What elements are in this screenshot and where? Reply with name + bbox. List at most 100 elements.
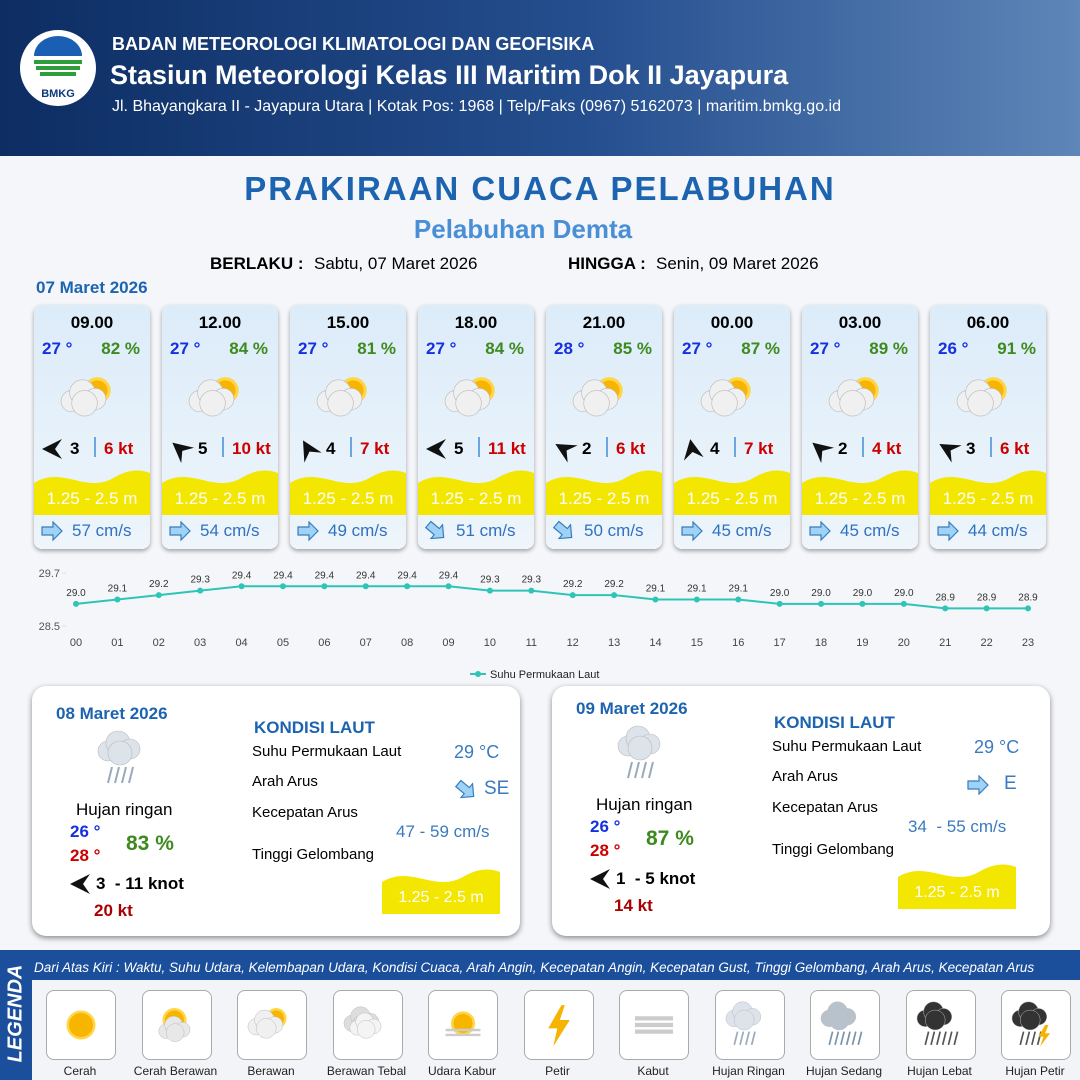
arrow-head: [172, 442, 195, 464]
weather-icon: [820, 1001, 863, 1046]
forecast-card: 15.00 27 ° 81 % 4 7 kt 1.25 - 2.5 m 49 cm/s: [290, 305, 406, 549]
wind-range: 3 - 11 knot: [96, 874, 184, 893]
gust: 20 kt: [94, 901, 133, 920]
humidity: 85 %: [613, 339, 652, 358]
rain: [750, 1031, 756, 1046]
x-tick-label: 17: [774, 637, 786, 649]
rain: [1025, 1031, 1031, 1046]
air-temp: 27 °: [426, 339, 457, 358]
wave: [418, 470, 534, 515]
gust: 7 kt: [360, 439, 390, 458]
wind-arrow: [812, 442, 835, 464]
wave-shape: [546, 470, 662, 515]
air-temp: 27 °: [170, 339, 201, 358]
wave: [802, 470, 918, 515]
weather-icon: [66, 1010, 96, 1040]
separator: [606, 437, 608, 457]
current-speed: 50 cm/s: [584, 521, 644, 540]
rain: [732, 1031, 738, 1046]
weather-icon: [445, 1011, 481, 1037]
wind-speed: 4: [326, 439, 336, 458]
gust: 6 kt: [616, 439, 646, 458]
wind-arrow: [590, 869, 610, 889]
wave: [674, 470, 790, 515]
separator: [222, 437, 224, 457]
humidity: 87 %: [646, 827, 694, 850]
legend-icon-box: [428, 990, 498, 1060]
condition: Hujan ringan: [76, 800, 173, 819]
wave-label: Tinggi Gelombang: [772, 841, 895, 858]
cloud-part: [71, 390, 98, 417]
x-tick-label: 14: [649, 637, 661, 649]
wind-arrow: [426, 439, 446, 459]
sst-point: [445, 583, 452, 590]
agency: BADAN METEOROLOGI KLIMATOLOGI DAN GEOFIS…: [112, 34, 595, 54]
weather-icon: [916, 1001, 958, 1046]
rain: [952, 1031, 958, 1046]
rain: [857, 1031, 863, 1046]
legend-label: Cerah Berawan: [133, 1064, 218, 1078]
legend-label: Hujan Petir: [1005, 1064, 1065, 1078]
wave-shape: [930, 470, 1046, 515]
cloud-part: [583, 390, 610, 417]
rain: [828, 1031, 834, 1046]
dir-label: Arah Arus: [252, 773, 318, 790]
cloud-part: [711, 390, 738, 417]
current-dir: E: [1004, 773, 1017, 794]
sst-value-label: 29.0: [853, 588, 873, 599]
sst-value-label: 29.4: [439, 570, 459, 581]
sst-point: [197, 587, 204, 594]
humidity: 89 %: [869, 339, 908, 358]
cloud-part: [1020, 1009, 1041, 1031]
current-arrow: [41, 521, 63, 541]
y-tick-label: 29.7: [39, 568, 60, 580]
sst-value-label: 29.3: [190, 575, 210, 586]
arrow-head: [590, 869, 610, 889]
sst-point: [569, 592, 576, 599]
station: Stasiun Meteorologi Kelas III Maritim Do…: [110, 60, 789, 90]
humidity: 82 %: [101, 339, 140, 358]
x-tick-label: 08: [401, 637, 413, 649]
legend-icon-box: [141, 990, 212, 1060]
sst-value-label: 29.4: [232, 570, 252, 581]
sst-value-label: 29.0: [811, 588, 831, 599]
bolt: [1038, 1025, 1051, 1047]
gust: 11 kt: [488, 439, 526, 458]
x-tick-label: 10: [484, 637, 496, 649]
rain: [627, 761, 633, 779]
arrow-head: [555, 444, 578, 463]
current-shape: [297, 521, 319, 541]
valid-from-label: BERLAKU :: [210, 254, 304, 273]
x-tick-label: 09: [442, 637, 454, 649]
wind-arrow: [939, 444, 962, 463]
current-speed: 49 cm/s: [328, 521, 388, 540]
sst-point: [155, 592, 162, 599]
speed-label: Kecepatan Arus: [252, 804, 358, 821]
slot-time: 15.00: [326, 313, 370, 332]
logo-text: BMKG: [41, 88, 75, 100]
gust: 10 kt: [232, 439, 271, 458]
weather-icon: [547, 1005, 570, 1047]
legend-icon-box: [905, 990, 976, 1060]
x-tick-label: 07: [360, 637, 372, 649]
x-tick-label: 03: [194, 637, 206, 649]
sst: 29 °C: [974, 737, 1020, 757]
cloud-part: [455, 390, 482, 417]
gust: 7 kt: [744, 439, 774, 458]
legend-marker: [475, 671, 481, 677]
sst-point: [114, 596, 121, 603]
wave: [898, 864, 1016, 909]
legend-icon-box: [46, 990, 116, 1060]
x-tick-label: 16: [732, 637, 744, 649]
wind-arrow: [42, 439, 62, 459]
legend-label: Hujan Ringan: [712, 1064, 785, 1078]
sst-point: [362, 583, 369, 590]
cloud-part: [627, 735, 653, 761]
sst-point: [73, 600, 79, 607]
sst-value-label: 28.9: [1018, 592, 1038, 603]
condition: Hujan ringan: [596, 795, 693, 814]
temp-max: 28 °: [590, 841, 621, 860]
sst-point: [900, 600, 907, 607]
humidity: 83 %: [126, 832, 174, 855]
wind-arrow: [303, 440, 322, 463]
